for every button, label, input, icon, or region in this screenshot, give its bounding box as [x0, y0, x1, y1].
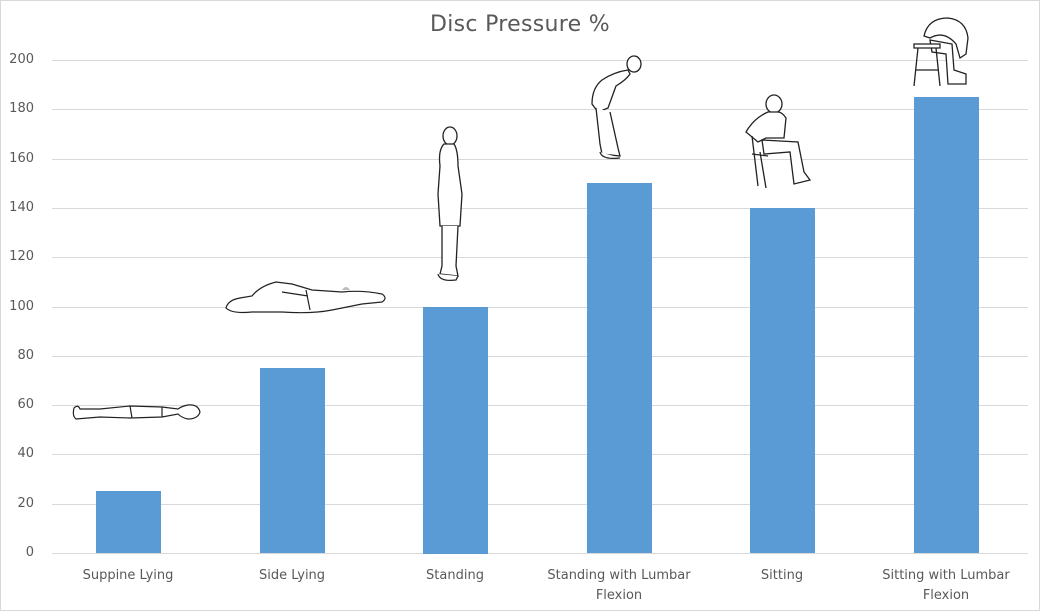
y-tick-label: 20 [17, 496, 34, 511]
bar [96, 491, 161, 553]
y-tick-label: 100 [9, 299, 34, 314]
side-lying-figure-icon [225, 281, 386, 314]
bar [914, 97, 979, 553]
x-tick-label-line1: Sitting with Lumbar [882, 568, 1010, 583]
y-tick-label: 160 [9, 151, 34, 166]
gridline [52, 356, 1028, 357]
y-tick-label: 180 [9, 101, 34, 116]
x-tick-label-line1: Suppine Lying [82, 568, 174, 583]
y-tick-label: 80 [17, 348, 34, 363]
standing-flexion-figure-icon [591, 55, 642, 160]
y-tick-label: 60 [17, 397, 34, 412]
x-tick-label: Sitting with Lumbar Flexion [866, 566, 1026, 606]
standing-figure-icon [437, 126, 463, 282]
gridline [52, 504, 1028, 505]
bar [423, 307, 488, 554]
chart-title: Disc Pressure % [430, 12, 610, 37]
x-tick-label-line1: Standing [426, 568, 484, 583]
gridline [52, 553, 1028, 554]
gridline [52, 454, 1028, 455]
bar [587, 183, 652, 553]
gridline [52, 257, 1028, 258]
x-tick-label: Sitting [702, 566, 862, 586]
sitting-figure-icon [745, 94, 812, 189]
gridline [52, 208, 1028, 209]
y-tick-label: 0 [25, 545, 34, 560]
x-tick-label: Side Lying [212, 566, 372, 586]
x-tick-label-line1: Side Lying [258, 568, 326, 583]
supine-lying-figure-icon [72, 404, 201, 420]
y-tick-label: 120 [9, 249, 34, 264]
x-tick-label: Suppine Lying [48, 566, 208, 586]
gridline [52, 405, 1028, 406]
gridline [52, 60, 1028, 61]
gridline [52, 109, 1028, 110]
sitting-flexion-figure-icon [913, 17, 969, 87]
x-tick-label-line2: Flexion [595, 588, 643, 603]
x-tick-label-line2: Flexion [922, 588, 970, 603]
gridline [52, 307, 1028, 308]
gridline [52, 159, 1028, 160]
y-tick-label: 200 [9, 52, 34, 67]
bar [750, 208, 815, 553]
x-tick-label: Standing with Lumbar Flexion [539, 566, 699, 606]
y-tick-label: 140 [9, 200, 34, 215]
x-tick-label-line1: Sitting [760, 568, 804, 583]
x-tick-label-line1: Standing with Lumbar [547, 568, 691, 583]
x-tick-label: Standing [375, 566, 535, 586]
bar [260, 368, 325, 553]
y-tick-label: 40 [17, 446, 34, 461]
